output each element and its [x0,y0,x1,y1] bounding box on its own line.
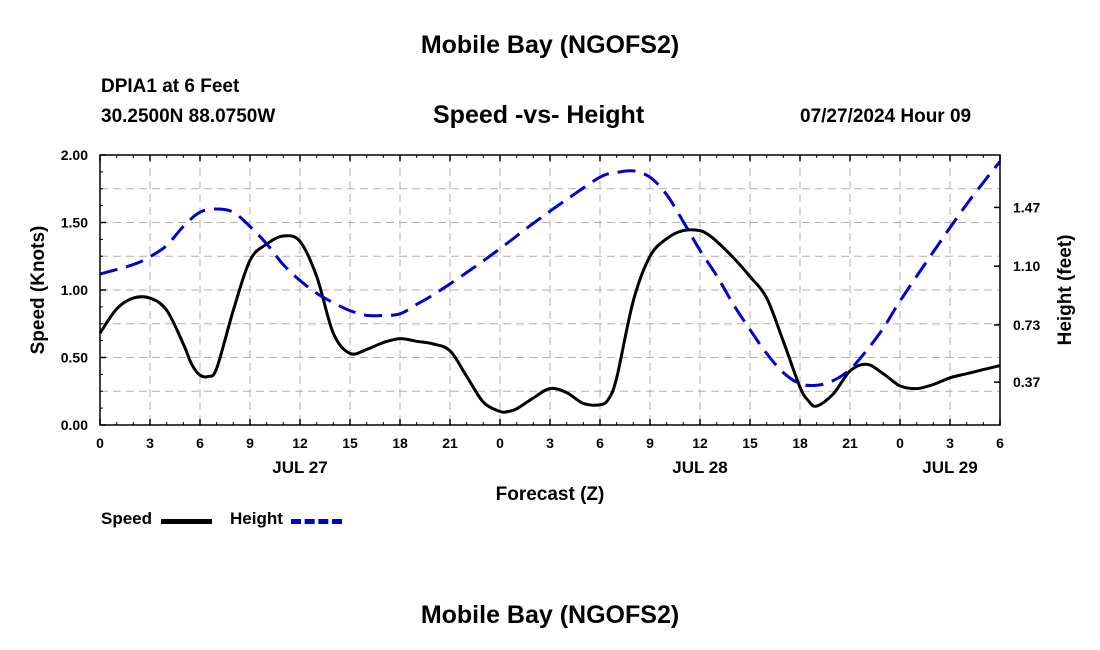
x-tick-label: 3 [946,435,954,451]
x-tick-label: 9 [646,435,654,451]
x-tick-label: 9 [246,435,254,451]
coordinates-label: 30.2500N 88.0750W [101,106,276,127]
x-tick-label: 12 [292,435,308,451]
x-tick-label: 6 [596,435,604,451]
day-label: JUL 29 [922,458,977,477]
chart-subtitle: Speed -vs- Height [433,101,645,129]
x-tick-label: 21 [842,435,858,451]
day-label: JUL 27 [272,458,327,477]
y-tick-label: 0.00 [61,417,88,433]
y2-axis-label: Height (feet) [1055,235,1076,346]
legend-height-swatch [291,519,342,524]
gridlines [100,155,1000,425]
y2-tick-label: 0.37 [1013,374,1040,390]
x-tick-label: 21 [442,435,458,451]
chart-canvas: 0 3 6 9 12 15 18 21 0 3 6 9 12 15 18 21 0 3 6 JUL 27 JUL 28 J… [28,147,1076,505]
day-label: JUL 28 [672,458,727,477]
legend-speed-swatch [161,519,212,524]
legend-height: Height [230,509,283,531]
y-tick-label: 2.00 [61,147,88,163]
x-tick-label: 6 [196,435,204,451]
chart-main-title: Mobile Bay (NGOFS2) [420,31,680,59]
y-axis-label: Speed (Knots) [28,226,49,355]
legend-speed: Speed [101,509,152,531]
x-tick-label: 15 [342,435,358,451]
x-tick-label: 0 [496,435,504,451]
x-tick-label: 15 [742,435,758,451]
x-tick-label: 3 [146,435,154,451]
x-tick-label: 12 [692,435,708,451]
series-line-speed [98,228,1001,414]
x-tick-label: 6 [996,435,1004,451]
series-layer [98,160,1002,414]
y2-tick-label: 1.47 [1013,199,1040,215]
y-tick-label: 1.50 [61,215,88,231]
x-tick-label: 0 [896,435,904,451]
x-tick-label: 18 [792,435,808,451]
axis-ticks: 0 3 6 9 12 15 18 21 0 3 6 9 12 15 18 21 0 3 6 JUL 27 JUL 28 J… [61,147,1041,477]
series-line-height [99,160,1002,388]
y-tick-label: 0.50 [61,350,88,366]
y2-tick-label: 1.10 [1013,258,1040,274]
x-axis-label: Forecast (Z) [496,484,605,505]
legend-height-label: Height [230,509,283,528]
x-tick-label: 0 [96,435,104,451]
y2-tick-label: 0.73 [1013,317,1040,333]
x-tick-label: 3 [546,435,554,451]
bottom-title: Mobile Bay (NGOFS2) [420,601,680,629]
legend-speed-label: Speed [101,509,153,528]
station-label: DPIA1 at 6 Feet [101,76,240,97]
forecast-datetime: 07/27/2024 Hour 09 [800,106,972,127]
x-tick-label: 18 [392,435,408,451]
y-tick-label: 1.00 [61,282,88,298]
